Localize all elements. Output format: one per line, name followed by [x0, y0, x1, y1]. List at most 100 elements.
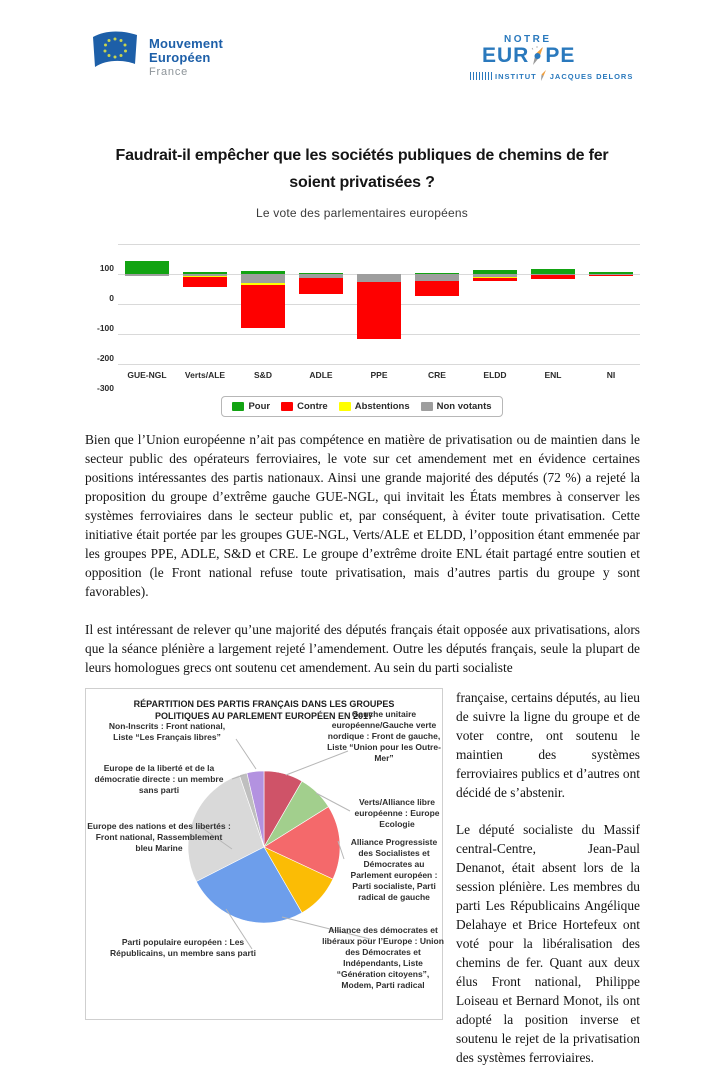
legend-item-pour: Pour: [232, 401, 270, 412]
logo-line-europeen: Européen: [149, 50, 211, 65]
bar-segment-contre: [415, 280, 459, 296]
pie-label-sd: Alliance Progressiste des Socialistes et…: [350, 837, 438, 902]
pie-slice: [246, 770, 265, 848]
pie-chart-figure: RÉPARTITION DES PARTIS FRANÇAIS DANS LES…: [85, 688, 444, 1020]
category-label-Verts/ALE: Verts/ALE: [184, 370, 226, 380]
logo-eur: EUR: [482, 44, 530, 67]
pie-label-ppe: Parti populaire européen : Les Républica…: [110, 937, 256, 958]
notre-europe-logo: NOTRE EUR PE INSTITUT JACQUES DELORS: [470, 28, 640, 82]
bar-segment-abstentions: [183, 276, 227, 278]
logo-line-mouvement: Mouvement: [149, 36, 224, 51]
category-label-ENL: ENL: [544, 370, 562, 380]
paragraph-1: Bien que l’Union européenne n’ait pas co…: [85, 432, 640, 599]
bar-segment-non-votants: [589, 274, 633, 275]
y-tick-label: 100: [99, 263, 114, 273]
pie-label-eldd: Europe de la liberté et de la démocratie…: [94, 763, 224, 795]
y-tick-label: -200: [96, 353, 114, 363]
y-tick-label: 0: [109, 293, 114, 303]
gridline: [118, 364, 640, 365]
bar-chart-plot-area: [118, 244, 640, 365]
legend-label-pour: Pour: [248, 401, 271, 412]
bar-group-CRE: [408, 244, 466, 364]
pie-chart: [187, 738, 371, 950]
paragraph-2-continuation: française, certains députés, au lieu de …: [456, 690, 640, 800]
y-tick-label: -100: [96, 323, 114, 333]
bar-segment-contre: [531, 274, 575, 279]
pie-slice: [263, 806, 341, 880]
bar-group-S&D: [234, 244, 292, 364]
vote-bar-chart: GUE-NGL Verts/ALE S&D ADLE PPE CRE ELDD ENL NI 1…: [88, 244, 640, 393]
page-title: Faudrait-il empêcher que les sociétés pu…: [115, 147, 609, 191]
paragraph-2: Il est intéressant de relever qu’une maj…: [85, 622, 640, 675]
pie-slice: [195, 846, 303, 924]
bar-segment-pour: [589, 271, 633, 274]
legend-item-contre: Contre: [281, 401, 328, 412]
category-label-ADLE: ADLE: [309, 370, 333, 380]
legend-label-non-votants: Non votants: [436, 401, 492, 412]
bar-segment-pour: [415, 273, 459, 274]
category-label-PPE: PPE: [370, 370, 388, 380]
abstentions-swatch-icon: [338, 402, 351, 411]
chart-subtitle: Le vote des parlementaires européens: [256, 206, 468, 220]
category-label-GUE-NGL: GUE-NGL: [127, 370, 167, 380]
bar-group-ENL: [524, 244, 582, 364]
pie-label-non-inscrits: Non-Inscrits : Front national, Liste “Le…: [108, 721, 226, 742]
bar-segment-contre: [357, 281, 401, 339]
pour-swatch-icon: [232, 402, 245, 411]
pie-label-enl: Europe des nations et des libertés : Fro…: [87, 821, 231, 853]
bar-segment-abstentions: [473, 277, 517, 279]
bar-group-ADLE: [292, 244, 350, 364]
mouvement-europeen-logo: Mouvement Européen France: [90, 28, 223, 79]
bar-segment-pour: [299, 273, 343, 274]
bar-segment-non-votants: [125, 274, 169, 277]
eu-flag-icon: [93, 31, 137, 67]
bar-chart-category-axis: GUE-NGL Verts/ALE S&D ADLE PPE CRE ELDD ENL NI: [118, 370, 640, 388]
pie-slice: [187, 774, 265, 882]
bar-segment-contre: [241, 284, 285, 328]
pie-leader-lines: [197, 738, 371, 950]
logo-jacques-delors: JACQUES DELORS: [549, 71, 634, 81]
bar-segment-non-votants: [531, 274, 575, 275]
bar-segment-pour: [125, 260, 169, 274]
logo-line-france: France: [149, 66, 189, 78]
bar-chart-legend: Pour Contre Abstentions Non votants: [221, 396, 503, 417]
bar-segment-pour: [531, 268, 575, 274]
bar-segment-contre: [589, 274, 633, 276]
bar-segment-non-votants: [299, 274, 343, 278]
bar-group-PPE: [350, 244, 408, 364]
logo-notre-text: NOTRE: [504, 34, 552, 45]
bar-segment-contre: [183, 277, 227, 287]
compass-needle-icon: [529, 45, 545, 67]
logo-europe-text: EUR PE: [482, 45, 640, 67]
pie-label-verts-ale: Verts/Alliance libre européenne : Europe…: [354, 797, 440, 829]
mini-needle-icon: [540, 70, 547, 82]
bar-segment-contre: [473, 278, 517, 281]
non-votants-swatch-icon: [420, 402, 433, 411]
bar-segment-pour: [473, 269, 517, 274]
contre-swatch-icon: [281, 402, 294, 411]
pie-chart-title: RÉPARTITION DES PARTIS FRANÇAIS DANS LES…: [133, 699, 395, 721]
pie-label-adle: Alliance des démocrates et libéraux pour…: [322, 925, 444, 990]
bar-segment-pour: [183, 271, 227, 274]
bar-segment-abstentions: [241, 282, 285, 285]
legend-label-contre: Contre: [297, 401, 328, 412]
bar-segment-non-votants: [415, 274, 459, 281]
category-label-NI: NI: [606, 370, 616, 380]
two-column-section: RÉPARTITION DES PARTIS FRANÇAIS DANS LES…: [85, 688, 640, 1067]
category-label-ELDD: ELDD: [483, 370, 507, 380]
bar-group-NI: [582, 244, 640, 364]
bar-segment-non-votants: [357, 274, 401, 282]
logo-pe: PE: [545, 44, 576, 67]
mouvement-logo-text: Mouvement Européen France: [149, 28, 223, 79]
category-label-CRE: CRE: [428, 370, 446, 380]
pie-label-gue-ngl: Gauche unitaire européenne/Gauche verte …: [327, 709, 441, 763]
bar-segment-pour: [241, 270, 285, 274]
bar-segment-non-votants: [241, 274, 285, 283]
barcode-icon: [470, 72, 492, 80]
bar-group-ELDD: [466, 244, 524, 364]
legend-item-non-votants: Non votants: [420, 401, 492, 412]
paragraph-3: Le député socialiste du Massif central-C…: [456, 822, 640, 1065]
right-text-column: française, certains députés, au lieu de …: [456, 688, 640, 1067]
category-label-S&D: S&D: [254, 370, 272, 380]
bar-segment-non-votants: [183, 274, 227, 277]
